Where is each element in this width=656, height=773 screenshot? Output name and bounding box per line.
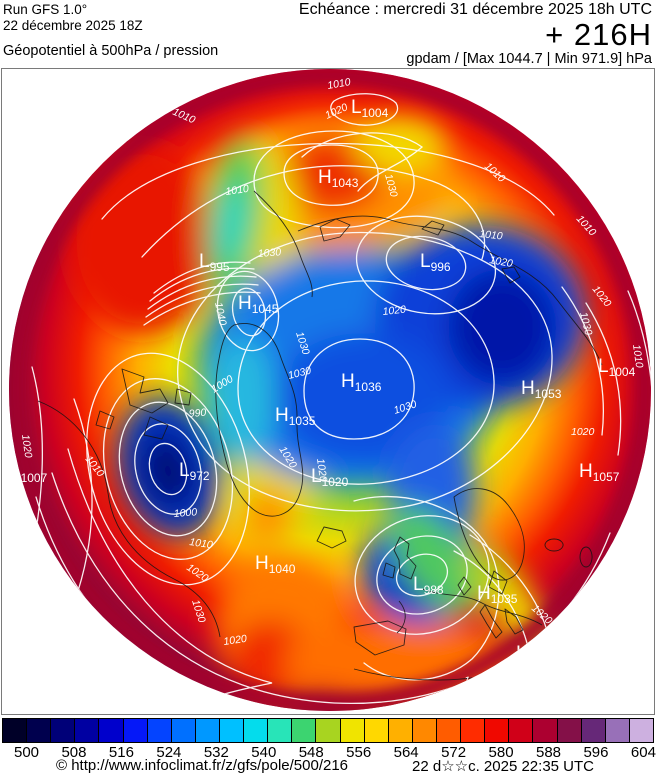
rim-band xyxy=(9,69,651,711)
colorbar-tick: 580 xyxy=(488,744,514,761)
pressure-center-label: L1004 xyxy=(598,356,636,379)
pressure-center-label: H1053 xyxy=(521,378,562,401)
generation-datetime: 22 d☆☆c. 2025 22:35 UTC xyxy=(412,758,594,773)
forecast-hour: + 216H xyxy=(545,17,652,52)
colorbar-cell xyxy=(195,719,220,742)
pressure-center-label: L988 xyxy=(413,574,444,597)
isobar-label: 1020 xyxy=(571,426,595,438)
colorbar-tick: 532 xyxy=(203,744,229,761)
colorbar-cell xyxy=(629,719,653,742)
colorbar-cell xyxy=(147,719,172,742)
units-minmax: gpdam / [Max 1044.7 | Min 971.9] hPa xyxy=(406,50,652,67)
pressure-center-label: H1043 xyxy=(318,167,359,190)
footer: © http://www.infoclimat.fr/z/gfs/pole/50… xyxy=(0,757,656,773)
isobar-label: 1000 xyxy=(173,506,197,520)
pressure-center-label: H1035 xyxy=(477,583,518,606)
pressure-center-label: H1036 xyxy=(341,371,382,394)
colorbar-cell xyxy=(316,719,341,742)
isobar-label: 1010 xyxy=(326,76,351,92)
colorbar-cell xyxy=(364,719,389,742)
variable-title: Géopotentiel à 500hPa / pression xyxy=(3,43,219,60)
colorbar-cell xyxy=(292,719,317,742)
pressure-center-label: L972 xyxy=(179,460,210,483)
colorbar-cell xyxy=(75,719,100,742)
colorbar-tick: 516 xyxy=(108,744,134,761)
isobar-label: 1020 xyxy=(382,304,407,318)
isobar-label: 1030 xyxy=(287,365,313,382)
colorbar-cell xyxy=(51,719,76,742)
colorbar-tick: 588 xyxy=(535,744,562,761)
isobar-label: 1020 xyxy=(314,458,329,483)
colorbar-cell xyxy=(485,719,510,742)
isobar-label: 990 xyxy=(188,407,206,420)
pressure-centers-layer: L1004 H1043 L996 L995 H1045 H1036 H1035 L972 L10… xyxy=(10,97,636,664)
colorbar-tick: 604 xyxy=(630,744,656,761)
pressure-center-label: H xyxy=(516,643,530,664)
pressure-center-label: L1004 xyxy=(351,97,389,120)
forecast-datetime: Echéance : mercredi 31 décembre 2025 18h… xyxy=(298,1,652,18)
run-date: 22 décembre 2025 18Z xyxy=(3,18,143,34)
colorbar-cell xyxy=(436,719,462,742)
colorbar-ticks: 500 508 516 524 532 540 548 556 564 572 580 588 596 6… xyxy=(0,744,656,761)
geopotential-field xyxy=(9,69,651,711)
pressure-center-label: L1020 xyxy=(311,466,349,489)
colorbar-tick: 596 xyxy=(583,744,609,761)
isobar-label: 1010 xyxy=(225,183,250,198)
colorbar-tick: 500 xyxy=(14,744,40,761)
run-info: Run GFS 1.0° 22 décembre 2025 18Z Géopot… xyxy=(3,2,218,61)
pressure-center-label: H1035 xyxy=(275,405,316,428)
header: Run GFS 1.0° 22 décembre 2025 18Z Géopot… xyxy=(0,0,656,68)
polar-map: 1010 1010 1020 1010 1030 1010 1010 1010 1020 1020… xyxy=(9,69,651,711)
colorbar-cell xyxy=(340,719,365,742)
colorbar-cell xyxy=(123,719,148,742)
colorbar-cell xyxy=(244,719,269,742)
isobar-label: 1030 xyxy=(577,311,594,337)
colorbar-cell xyxy=(533,719,558,742)
colorbar-cell xyxy=(557,719,582,742)
pressure-center-label: H1045 xyxy=(238,293,279,316)
isobar-label: 1020 xyxy=(488,254,513,270)
colorbar-cell xyxy=(219,719,245,742)
colorbar-cell xyxy=(581,719,606,742)
colorbar-cell xyxy=(171,719,196,742)
isobar-label: 1010 xyxy=(630,344,645,369)
forecast-info: Echéance : mercredi 31 décembre 2025 18h… xyxy=(299,1,652,67)
colorbar-cell xyxy=(388,719,413,742)
colorbar-cell xyxy=(99,719,124,742)
colorbar-tick: 564 xyxy=(393,744,419,761)
colorbar-cell xyxy=(461,719,486,742)
colorbar-tick: 508 xyxy=(61,744,87,761)
isobar-label: 1030 xyxy=(382,173,400,199)
isobar-label: 1010 xyxy=(189,536,214,551)
isobar-label: 1040 xyxy=(212,301,229,326)
run-model: Run GFS 1.0° xyxy=(3,2,88,17)
isobar-label: 1030 xyxy=(257,246,281,260)
colorbar-cell xyxy=(605,719,630,742)
pressure-center-label: L996 xyxy=(420,251,451,274)
colorbar-cell xyxy=(3,719,28,742)
colorbar-cell xyxy=(268,719,293,742)
pressure-center-label: L995 xyxy=(199,251,230,274)
colorbar-tick: 556 xyxy=(346,744,372,761)
colorbar-tick: 540 xyxy=(251,744,277,761)
isobar-label: 1010 xyxy=(479,228,504,242)
isobar-label: 1020 xyxy=(19,434,34,459)
colorbar-tick: 572 xyxy=(441,744,467,761)
copyright-url: © http://www.infoclimat.fr/z/gfs/pole/50… xyxy=(56,757,349,773)
map-area: 1010 1010 1020 1010 1030 1010 1010 1010 1020 1020… xyxy=(1,68,655,715)
colorbar xyxy=(2,718,654,743)
pressure-center-label: H1040 xyxy=(255,553,296,576)
isobar-label: 1010 xyxy=(462,674,487,691)
colorbar-cell xyxy=(412,719,437,742)
isobar-label: 1020 xyxy=(223,633,248,648)
colorbar-cell xyxy=(27,719,52,742)
colorbar-tick: 548 xyxy=(298,744,324,761)
colorbar-cell xyxy=(509,719,534,742)
colorbar-tick: 524 xyxy=(156,744,182,761)
pressure-center-label: H1057 xyxy=(579,461,620,484)
